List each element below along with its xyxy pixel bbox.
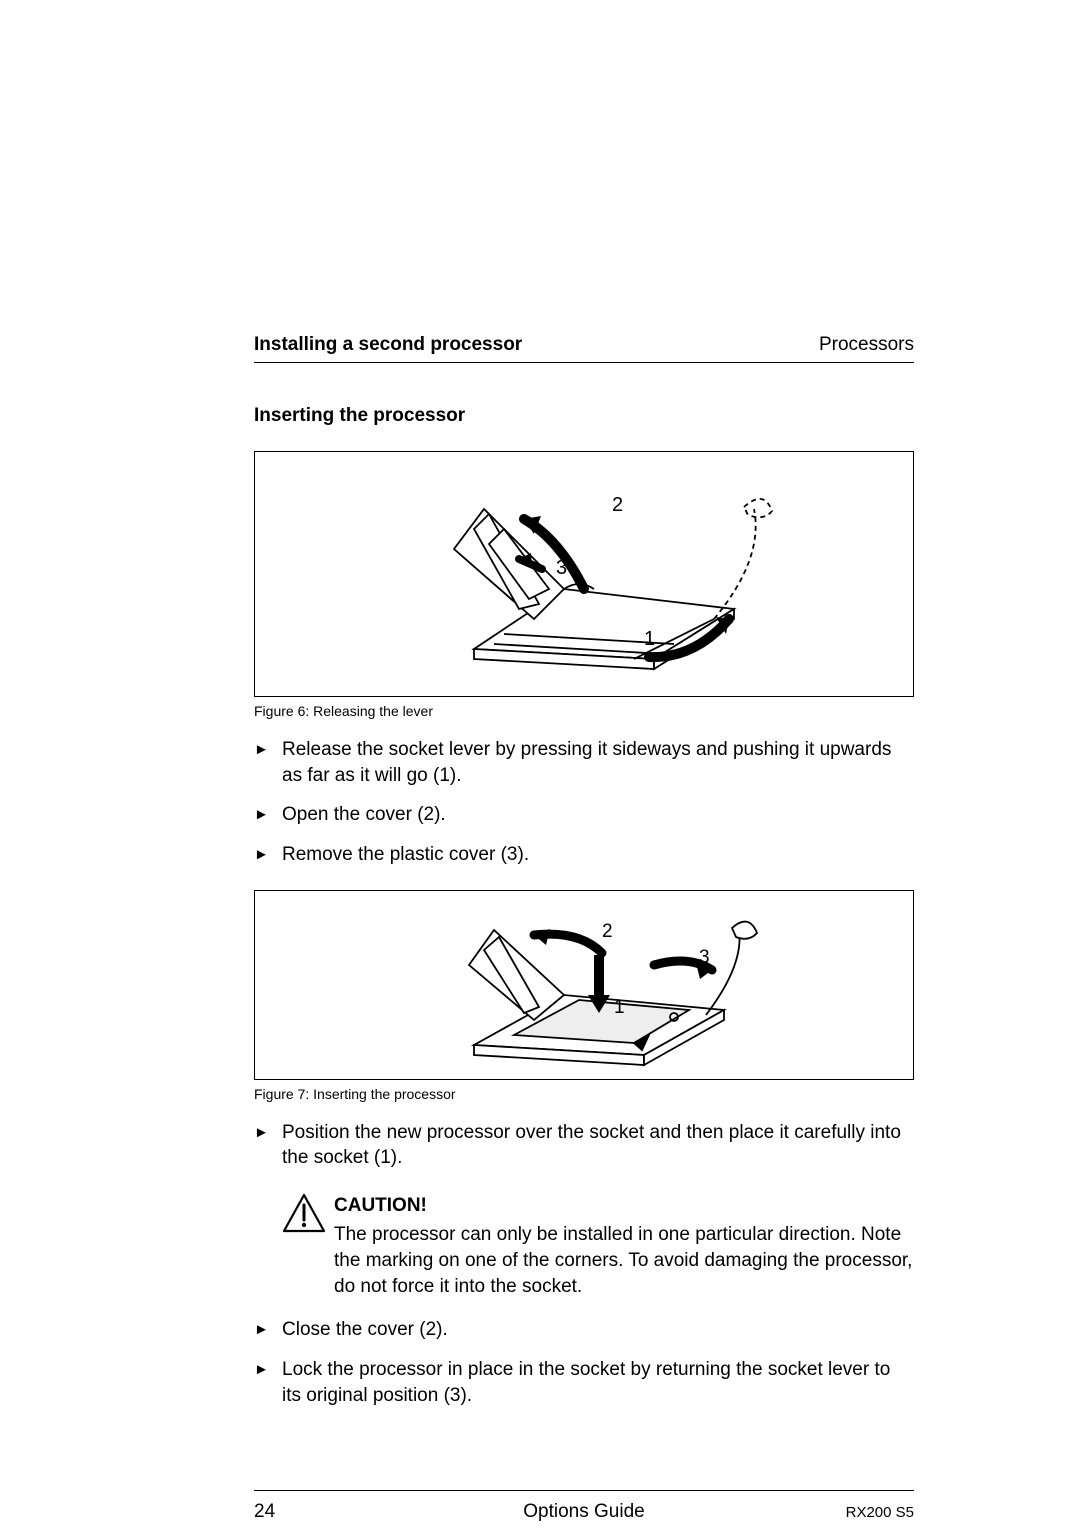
step-text: Lock the processor in place in the socke… xyxy=(282,1357,914,1408)
page-footer: 24 Options Guide RX200 S5 xyxy=(254,1490,914,1523)
bullet-icon: ► xyxy=(254,1317,282,1340)
steps-block-1: ►Release the socket lever by pressing it… xyxy=(254,737,914,868)
step-text: Open the cover (2). xyxy=(282,802,914,828)
page: Installing a second processor Processors… xyxy=(0,0,1080,1528)
caution-text: CAUTION! The processor can only be insta… xyxy=(334,1193,914,1300)
figure-7-svg: 2 3 1 xyxy=(344,895,824,1075)
step-item: ►Open the cover (2). xyxy=(254,802,914,828)
figure7-label-2: 2 xyxy=(602,921,613,942)
caution-title: CAUTION! xyxy=(334,1193,914,1219)
footer-right: RX200 S5 xyxy=(846,1504,914,1521)
figure-7-caption: Figure 7: Inserting the processor xyxy=(254,1086,914,1102)
figure7-label-3: 3 xyxy=(699,947,710,968)
step-text: Remove the plastic cover (3). xyxy=(282,842,914,868)
footer-center: Options Guide xyxy=(523,1501,644,1523)
subheading: Inserting the processor xyxy=(254,405,914,427)
figure-6: 2 3 1 xyxy=(254,451,914,697)
header-right: Processors xyxy=(819,334,914,356)
steps-block-2a: ►Position the new processor over the soc… xyxy=(254,1120,914,1171)
bullet-icon: ► xyxy=(254,842,282,865)
step-text: Position the new processor over the sock… xyxy=(282,1120,914,1171)
page-header: Installing a second processor Processors xyxy=(254,334,914,363)
figure6-label-1: 1 xyxy=(644,628,655,650)
step-item: ►Lock the processor in place in the sock… xyxy=(254,1357,914,1408)
step-item: ►Release the socket lever by pressing it… xyxy=(254,737,914,788)
footer-page-number: 24 xyxy=(254,1501,275,1523)
step-text: Release the socket lever by pressing it … xyxy=(282,737,914,788)
bullet-icon: ► xyxy=(254,737,282,760)
bullet-icon: ► xyxy=(254,1357,282,1380)
caution-body: The processor can only be installed in o… xyxy=(334,1222,914,1299)
step-text: Close the cover (2). xyxy=(282,1317,914,1343)
step-item: ►Remove the plastic cover (3). xyxy=(254,842,914,868)
figure7-label-1: 1 xyxy=(614,997,625,1018)
content-area: Installing a second processor Processors… xyxy=(254,334,914,1430)
steps-block-2b: ►Close the cover (2). ►Lock the processo… xyxy=(254,1317,914,1408)
bullet-icon: ► xyxy=(254,802,282,825)
figure-7: 2 3 1 xyxy=(254,890,914,1080)
caution-block: CAUTION! The processor can only be insta… xyxy=(282,1193,914,1300)
figure-6-svg: 2 3 1 xyxy=(334,459,834,689)
figure6-label-3: 3 xyxy=(556,557,567,579)
figure-6-caption: Figure 6: Releasing the lever xyxy=(254,703,914,719)
step-item: ►Position the new processor over the soc… xyxy=(254,1120,914,1171)
figure6-label-2: 2 xyxy=(612,494,623,516)
bullet-icon: ► xyxy=(254,1120,282,1143)
caution-icon xyxy=(282,1193,334,1239)
step-item: ►Close the cover (2). xyxy=(254,1317,914,1343)
header-left: Installing a second processor xyxy=(254,334,522,356)
